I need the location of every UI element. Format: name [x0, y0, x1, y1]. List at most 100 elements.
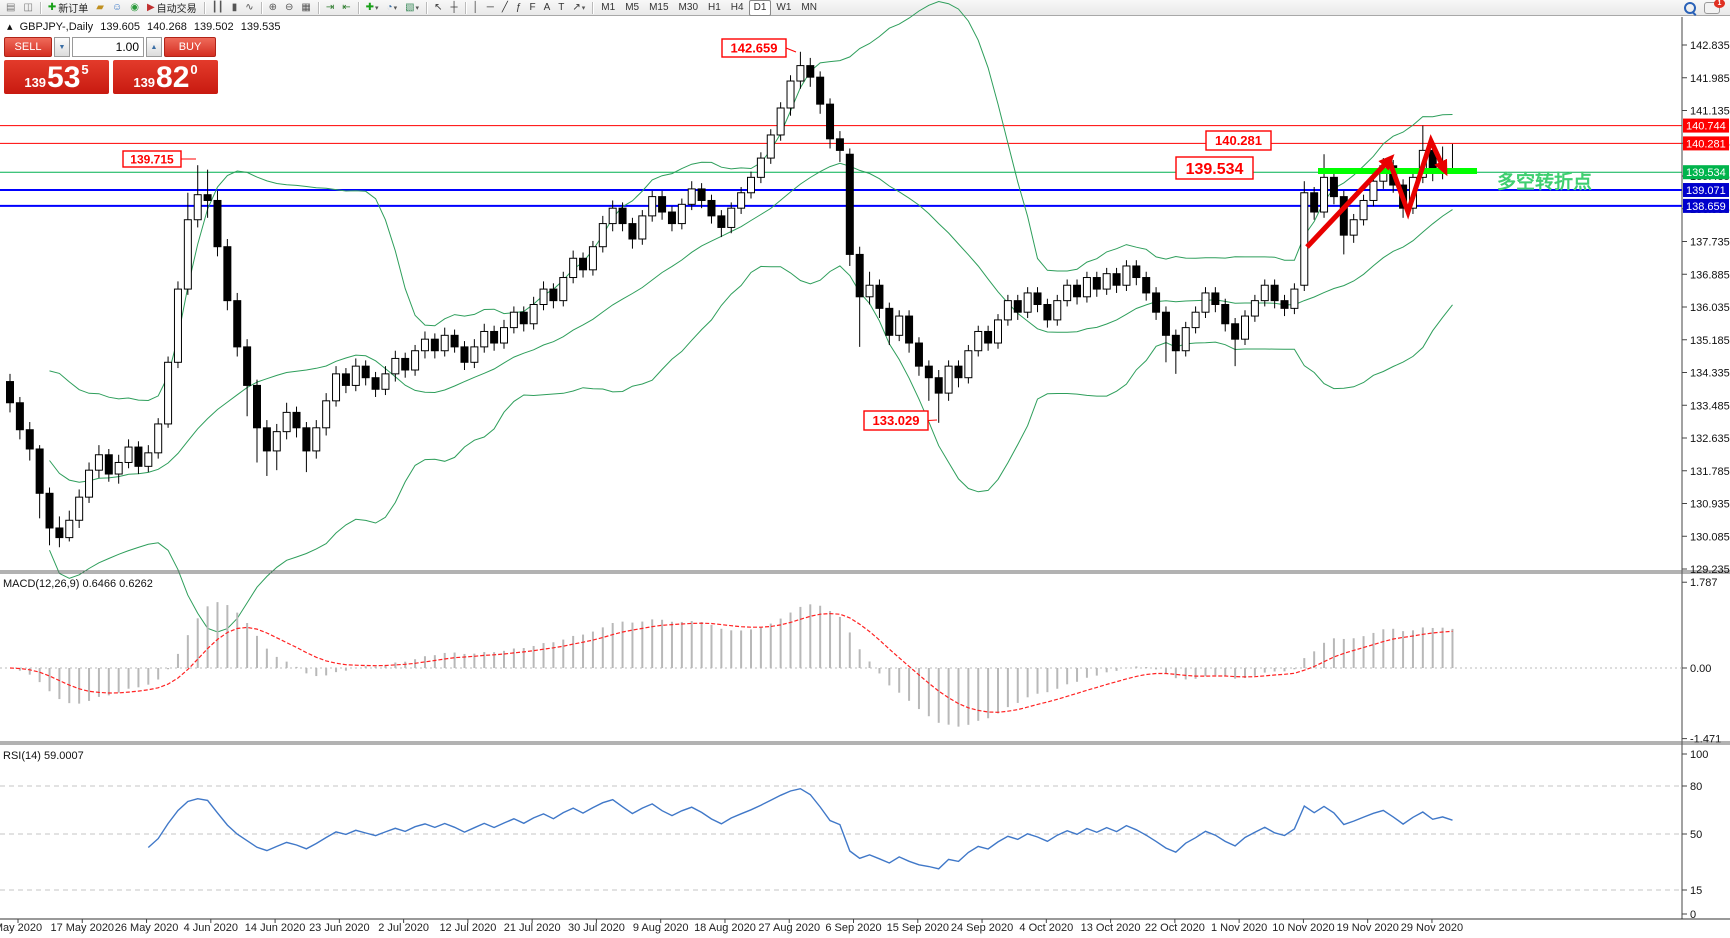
price-tags-layer: 140.744 140.281 139.534 139.071 138.659	[1683, 118, 1729, 213]
cursor-icon: ↖	[434, 1, 443, 13]
timeframe-m15[interactable]: M15	[649, 2, 669, 13]
add-indicator-button[interactable]: ✚ ▾	[362, 0, 383, 16]
candlestick-chart-icon[interactable]: ▮	[228, 0, 242, 16]
svg-text:134.335: 134.335	[1690, 368, 1730, 380]
crosshair-icon: ┼	[450, 1, 458, 13]
zoom-out-icon[interactable]: ⊖	[281, 0, 297, 16]
svg-text:0.00: 0.00	[1690, 663, 1711, 675]
svg-text:1.787: 1.787	[1690, 577, 1718, 589]
svg-text:50: 50	[1690, 829, 1702, 841]
autotrading-button[interactable]: ▶ 自动交易	[143, 0, 201, 16]
trendline-icon[interactable]: ╱	[498, 0, 512, 16]
svg-text:26 May 2020: 26 May 2020	[115, 922, 179, 934]
svg-text:15: 15	[1690, 885, 1702, 897]
text-label-icon: T	[558, 1, 565, 13]
chevron-down-icon: ▾	[393, 4, 398, 12]
toolbar-separator	[260, 1, 262, 14]
text-icon[interactable]: A	[540, 0, 555, 16]
svg-text:137.735: 137.735	[1690, 237, 1730, 249]
search-icon[interactable]	[1684, 1, 1696, 14]
svg-text:100: 100	[1690, 749, 1708, 761]
timeframe-h1[interactable]: H1	[708, 2, 721, 13]
symbol-name: GBPJPY-,Daily	[19, 21, 94, 33]
svg-text:139.071: 139.071	[1686, 185, 1726, 197]
zoom-in-icon[interactable]: ⊕	[265, 0, 281, 16]
candles-layer	[6, 51, 1457, 548]
timeframe-w1[interactable]: W1	[776, 2, 792, 13]
svg-text:140.744: 140.744	[1686, 121, 1726, 133]
buy-price-box[interactable]: 139 82 0	[113, 60, 218, 94]
svg-text:141.985: 141.985	[1690, 73, 1730, 85]
toolbar-separator	[464, 1, 466, 14]
bar-chart-icon[interactable]: ┃┃	[208, 0, 228, 16]
svg-text:1 Nov 2020: 1 Nov 2020	[1211, 922, 1267, 934]
sell-price-big: 53	[47, 61, 81, 94]
window-zoom-icon: ◫	[23, 1, 33, 13]
volume-increase-button[interactable]: ▲	[146, 37, 162, 57]
gold-icon[interactable]: ▰	[92, 0, 108, 16]
svg-text:131.785: 131.785	[1690, 466, 1730, 478]
sell-button[interactable]: SELL	[4, 37, 52, 57]
toolbar-separator	[317, 1, 319, 14]
hline-icon[interactable]: ─	[483, 0, 498, 16]
symbol-marker-icon: ▴	[7, 21, 13, 33]
new-order-button: ✚	[47, 1, 57, 13]
volume-decrease-button[interactable]: ▼	[54, 37, 70, 57]
community-icon: ☺	[112, 1, 123, 13]
timeframe-m1[interactable]: M1	[601, 2, 616, 13]
svg-text:142.659: 142.659	[731, 41, 778, 56]
svg-text:21 Jul 2020: 21 Jul 2020	[504, 922, 561, 934]
line-chart-icon[interactable]: ∿	[241, 0, 257, 16]
timeframe-m30[interactable]: M30	[678, 2, 698, 13]
chart-shift-icon[interactable]: ⇤	[338, 0, 354, 16]
timeframe-mn[interactable]: MN	[801, 2, 817, 13]
window-zoom-icon[interactable]: ◫	[19, 0, 36, 16]
timeframe-d1[interactable]: D1	[748, 0, 772, 16]
new-chart-icon[interactable]: ▤	[2, 0, 19, 16]
arrows-button: ↗	[572, 1, 581, 13]
arrows-button[interactable]: ↗ ▾	[568, 0, 589, 16]
sell-price-box[interactable]: 139 53 5	[4, 60, 109, 94]
notifications-icon[interactable]: 1	[1704, 0, 1725, 14]
svg-text:139.715: 139.715	[130, 152, 174, 166]
svg-text:133.029: 133.029	[873, 413, 920, 428]
signal-icon[interactable]: ◉	[126, 0, 143, 16]
period-button[interactable]: ◔ ▾	[383, 0, 402, 16]
fibonacci-icon[interactable]: ƒ	[512, 0, 526, 16]
new-order-button[interactable]: ✚ 新订单	[44, 0, 92, 16]
svg-text:22 Oct 2020: 22 Oct 2020	[1145, 922, 1205, 934]
svg-text:136.035: 136.035	[1690, 302, 1730, 314]
template-button[interactable]: ▧ ▾	[401, 0, 423, 16]
vline-icon[interactable]: │	[469, 0, 483, 16]
tile-windows-icon[interactable]: ▦	[297, 0, 314, 16]
text-label-icon[interactable]: T	[554, 0, 568, 16]
svg-text:18 Aug 2020: 18 Aug 2020	[694, 922, 756, 934]
community-icon[interactable]: ☺	[108, 0, 126, 16]
line-chart-icon: ∿	[245, 1, 254, 13]
macd-panel-layer: 1.787 0.00 -1.471 MACD(12,26,9) 0.6466 0.62…	[0, 577, 1721, 746]
axes-layer: 142.835141.985141.135140.285139.435138.5…	[0, 17, 1730, 934]
quote-low: 139.502	[193, 21, 234, 33]
volume-input[interactable]	[72, 37, 144, 57]
svg-text:6 Sep 2020: 6 Sep 2020	[825, 922, 881, 934]
svg-text:17 May 2020: 17 May 2020	[50, 922, 114, 934]
toolbar-separator	[203, 1, 205, 14]
timeframe-h4[interactable]: H4	[730, 2, 744, 13]
period-button: ◔	[386, 1, 393, 13]
svg-text:27 Aug 2020: 27 Aug 2020	[758, 922, 820, 934]
buy-button[interactable]: BUY	[164, 37, 216, 57]
crosshair-icon[interactable]: ┼	[446, 0, 461, 16]
quote-close: 139.535	[240, 21, 281, 33]
template-button: ▧	[405, 1, 415, 13]
svg-text:136.885: 136.885	[1690, 269, 1730, 281]
auto-scroll-icon[interactable]: ⇥	[322, 0, 338, 16]
svg-text:135.185: 135.185	[1690, 335, 1730, 347]
price-annotation-layer: 142.659 139.715 133.029 140.281 139.534	[122, 38, 1272, 431]
timeframe-m5[interactable]: M5	[625, 2, 640, 13]
cursor-icon[interactable]: ↖	[430, 0, 446, 16]
fibo-expansion-icon[interactable]: F	[525, 0, 539, 16]
toolbar-right: 1	[1684, 0, 1725, 14]
cn-annotation: 多空转折点	[1497, 170, 1592, 193]
